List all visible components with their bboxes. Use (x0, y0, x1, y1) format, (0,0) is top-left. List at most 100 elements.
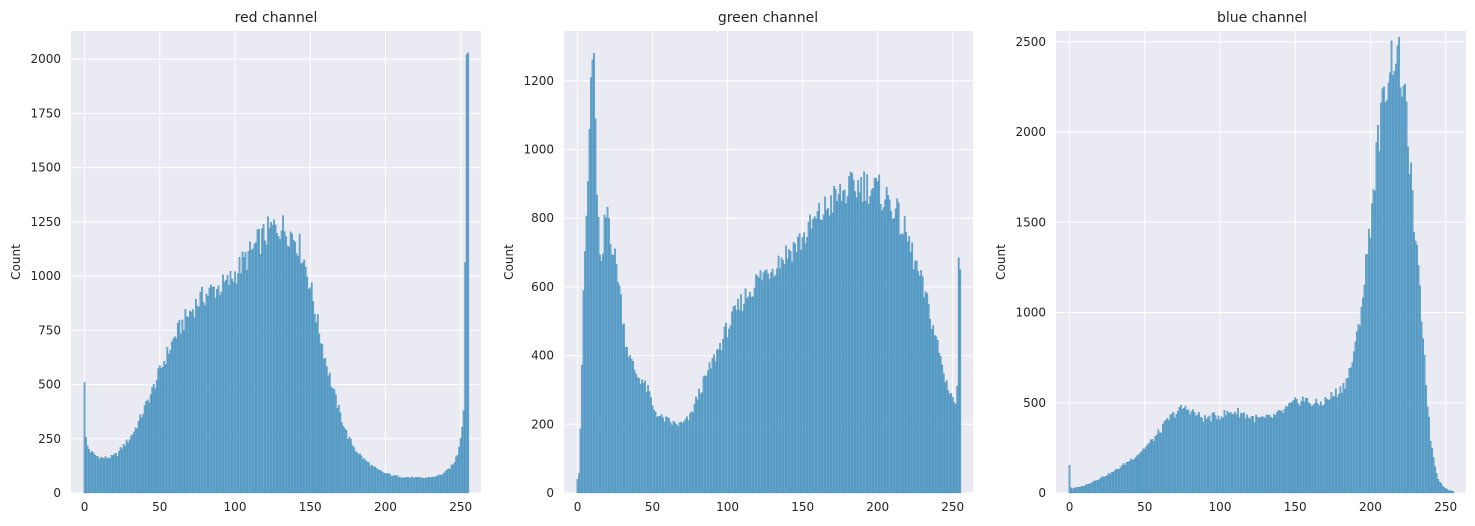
green-histogram-bar (722, 339, 724, 494)
blue-histogram-bars (1068, 36, 1455, 494)
red-histogram-bar (115, 453, 118, 494)
green-histogram-bar (744, 288, 747, 494)
green-histogram-bar (920, 270, 923, 494)
blue-histogram-bar (1169, 414, 1172, 494)
green-histogram-bar (899, 234, 902, 494)
green-histogram-bar (611, 254, 613, 494)
red-histogram-bar (369, 466, 372, 494)
red-histogram-bar (262, 224, 265, 494)
blue-histogram-bar (1125, 461, 1128, 494)
blue-histogram-bar (1073, 487, 1075, 494)
red-histogram-bar (256, 229, 259, 494)
red-histogram-bar (294, 241, 297, 494)
green-histogram-bar (843, 189, 846, 494)
green-histogram-bar (621, 324, 624, 494)
green-histogram-bar (623, 323, 625, 494)
green-histogram-bar (905, 232, 908, 494)
red-histogram-bar (374, 466, 376, 494)
green-histogram-bar (711, 358, 714, 494)
red-histogram-bar (158, 365, 161, 494)
green-histogram-bar (755, 274, 757, 494)
blue-histogram-bar (1124, 464, 1127, 494)
green-histogram-bar (801, 237, 804, 494)
blue-histogram-bar (1091, 482, 1093, 494)
green-histogram-bar (914, 260, 917, 494)
blue-histogram-bar (1310, 406, 1313, 494)
blue-histogram-bar (1327, 399, 1330, 494)
green-histogram-bar (749, 291, 751, 494)
red-histogram-bar (467, 52, 470, 494)
green-histogram-bar (876, 181, 879, 494)
green-histogram-bar (671, 424, 673, 494)
green-histogram-bar (656, 416, 658, 494)
blue-histogram-bar (1240, 412, 1242, 494)
green-y-tick-label: 1200 (523, 74, 554, 88)
blue-histogram-bar (1423, 354, 1426, 494)
green-histogram-bar (678, 422, 681, 494)
red-histogram-bar (106, 458, 108, 494)
blue-histogram-bar (1210, 421, 1212, 494)
green-histogram-bar (908, 236, 911, 494)
blue-histogram-bar (1273, 413, 1276, 494)
green-histogram-bar (734, 305, 736, 494)
green-histogram-bar (783, 264, 786, 494)
blue-histogram-bar (1118, 469, 1121, 494)
blue-histogram-bar (1301, 396, 1304, 494)
blue-histogram-bar (1428, 416, 1431, 494)
green-histogram-bar (767, 273, 769, 494)
red-histogram-bar (321, 344, 324, 494)
green-histogram-bar (852, 179, 855, 494)
red-histogram-bar (298, 233, 301, 494)
blue-histogram-bar (1214, 415, 1217, 494)
blue-histogram-bar (1289, 402, 1292, 494)
green-histogram-bar (677, 426, 679, 494)
red-histogram-bar (131, 434, 134, 494)
blue-histogram-bar (1256, 416, 1259, 494)
blue-histogram-bar (1234, 411, 1236, 494)
blue-histogram-bar (1413, 231, 1415, 494)
green-histogram-bar (725, 322, 727, 494)
blue-histogram-bar (1366, 254, 1369, 494)
red-histogram-bar (372, 466, 375, 494)
green-histogram-bar (863, 171, 866, 494)
green-histogram-bar (705, 375, 708, 494)
blue-histogram-bar (1226, 410, 1229, 494)
blue-histogram-bar (1362, 297, 1364, 494)
green-histogram-bar (702, 376, 705, 494)
green-histogram-bar (840, 200, 843, 494)
green-histogram-bar (897, 202, 900, 494)
green-histogram-bar (729, 325, 732, 494)
red-y-tick-label: 750 (38, 323, 61, 337)
green-histogram-bar (708, 362, 711, 494)
green-histogram-bar (957, 257, 960, 494)
green-histogram-bar (618, 285, 621, 494)
green-histogram-bar (642, 383, 645, 494)
blue-histogram-bar (1434, 466, 1437, 494)
green-histogram-bar (846, 195, 849, 494)
green-histogram-bar (782, 260, 785, 494)
blue-histogram-bar (1324, 397, 1327, 494)
green-histogram-bar (894, 208, 897, 494)
blue-histogram-bar (1340, 392, 1343, 494)
green-histogram-bar (788, 249, 791, 494)
green-histogram-bar (777, 255, 780, 494)
green-histogram-bar (653, 410, 655, 494)
red-histogram-bar (143, 405, 146, 494)
blue-histogram-bar (1172, 411, 1175, 494)
blue-histogram-bar (1187, 409, 1190, 494)
green-histogram-bar (693, 403, 696, 494)
red-histogram-bar (86, 445, 89, 494)
green-histogram-bar (698, 388, 700, 494)
blue-histogram-bar (1232, 414, 1235, 494)
blue-histogram-bar (1148, 442, 1151, 494)
blue-y-tick-label: 2000 (1015, 125, 1046, 139)
red-y-tick-label: 1000 (30, 269, 61, 283)
green-histogram-bar (717, 349, 720, 494)
red-histogram-bar (450, 464, 453, 494)
blue-histogram-bar (1189, 414, 1191, 494)
blue-histogram-bar (1157, 429, 1160, 494)
blue-histogram-bar (1097, 479, 1100, 494)
blue-histogram-bar (1198, 412, 1200, 494)
green-histogram-bar (887, 195, 890, 494)
green-histogram-bar (816, 210, 819, 494)
